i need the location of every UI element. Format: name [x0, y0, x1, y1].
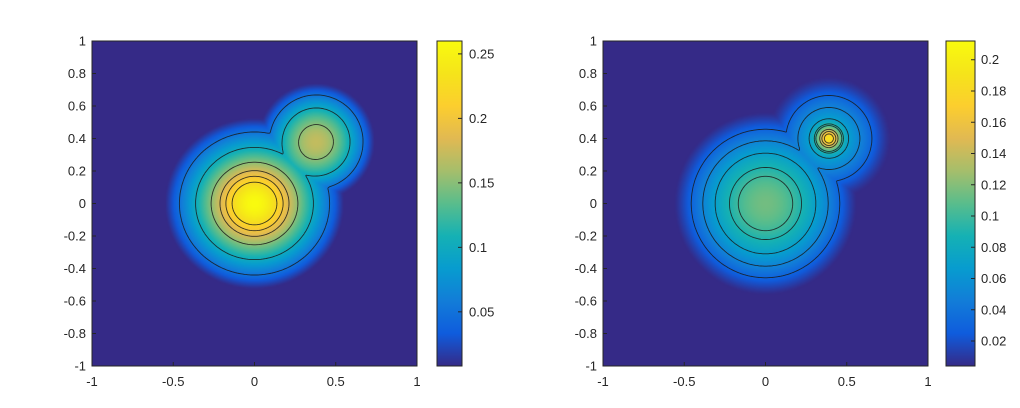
y-axis-left: 1 0.8 0.6 0.4 0.2 0 -0.2 -0.4 -0.6 -0.8 …: [64, 34, 86, 374]
x-tick-label: 0: [251, 374, 258, 389]
y-tick-label: -0.2: [64, 229, 86, 244]
x-tick-label: 0: [762, 374, 769, 389]
y-tick-label: 0.4: [579, 131, 597, 146]
colorbar-fill-right: [946, 41, 975, 366]
contour-line: [178, 94, 364, 276]
y-tick-label: -0.6: [575, 294, 597, 309]
colorbar-tick-label: 0.18: [981, 84, 1006, 99]
y-tick-label: 1: [590, 34, 597, 49]
contour-line: [819, 128, 839, 149]
contour-line: [737, 125, 843, 232]
heatmap-right: [603, 41, 928, 366]
x-tick-label: 0.5: [327, 374, 345, 389]
y-tick-label: -1: [74, 359, 86, 374]
colorbar-tick-label: 0.25: [469, 46, 494, 61]
y-tick-label: -0.8: [575, 326, 597, 341]
colorbar-tick-label: 0.16: [981, 115, 1006, 130]
heatmap-left: [92, 41, 417, 366]
contours-right: [690, 95, 873, 279]
colorbar-tick-label: 0.1: [981, 209, 999, 224]
contour-line: [195, 107, 351, 261]
colorbar-left: 0.05 0.1 0.15 0.2 0.25: [436, 40, 494, 367]
y-axis-right: 1 0.8 0.6 0.4 0.2 0 -0.2 -0.4 -0.6 -0.8 …: [575, 34, 597, 374]
x-tick-label: 1: [924, 374, 931, 389]
x-tick-label: 0.5: [838, 374, 856, 389]
y-tick-label: -0.8: [64, 326, 86, 341]
y-tick-label: 0.2: [68, 164, 86, 179]
colorbar-ticks-left: [458, 53, 462, 313]
x-axis-right: -1 -0.5 0 0.5 1: [597, 374, 931, 389]
contour-line: [219, 170, 290, 237]
colorbar-tick-label: 0.2: [981, 52, 999, 67]
y-tick-label: 0.8: [68, 66, 86, 81]
colorbar-tick-label: 0.08: [981, 240, 1006, 255]
y-tick-label: 0.6: [579, 99, 597, 114]
colorbar-tick-label: 0.06: [981, 271, 1006, 286]
contour-line: [823, 133, 834, 144]
contour-line: [821, 131, 837, 146]
y-tick-label: -0.6: [64, 294, 86, 309]
contours-left: [178, 94, 364, 276]
colorbar-right: 0.02 0.04 0.06 0.08 0.1 0.12 0.14 0.16 0…: [945, 40, 1006, 367]
colorbar-tick-label: 0.12: [981, 177, 1006, 192]
axis-ticks-left: [91, 40, 418, 367]
chart-right: -1 -0.5 0 0.5 1 1 0.8 0.6 0.4 0.2 0 -0.2…: [575, 34, 1007, 390]
y-tick-label: 0: [590, 196, 597, 211]
contour-line: [210, 124, 334, 246]
colorbar-ticks-right: [971, 59, 975, 342]
axis-ticks-right: [602, 40, 929, 367]
y-tick-label: 0.8: [579, 66, 597, 81]
colorbar-tick-label: 0.05: [469, 304, 494, 319]
y-tick-label: -0.2: [575, 229, 597, 244]
contour-line: [714, 118, 850, 255]
colorbar-frame-right: [945, 40, 976, 367]
colorbar-tick-label: 0.14: [981, 146, 1006, 161]
x-tick-label: 1: [413, 374, 420, 389]
contour-line: [729, 123, 844, 240]
contour-line: [231, 181, 278, 226]
colorbar-tick-label: 0.15: [469, 175, 494, 190]
y-tick-label: 0.2: [579, 164, 597, 179]
y-tick-label: -0.4: [575, 261, 597, 276]
y-tick-label: 1: [79, 34, 86, 49]
contour-line: [702, 107, 861, 267]
colorbar-tick-label: 0.04: [981, 302, 1006, 317]
x-tick-label: -1: [597, 374, 609, 389]
y-tick-label: 0.6: [68, 99, 86, 114]
y-tick-label: 0.4: [68, 131, 86, 146]
x-tick-label: -1: [86, 374, 98, 389]
colorbar-fill-left: [437, 41, 462, 366]
x-tick-label: -0.5: [673, 374, 695, 389]
y-tick-label: -0.4: [64, 261, 86, 276]
contour-line: [690, 95, 873, 279]
colorbar-tick-label: 0.1: [469, 240, 487, 255]
colorbar-frame-left: [436, 40, 463, 367]
contour-line: [225, 175, 284, 232]
x-tick-label: -0.5: [162, 374, 184, 389]
y-tick-label: -1: [585, 359, 597, 374]
colorbar-tick-label: 0.02: [981, 334, 1006, 349]
x-axis-left: -1 -0.5 0 0.5 1: [86, 374, 420, 389]
y-tick-label: 0: [79, 196, 86, 211]
colorbar-tick-label: 0.2: [469, 111, 487, 126]
chart-left: -1 -0.5 0 0.5 1 1 0.8 0.6 0.4 0.2 0 -0.2…: [64, 34, 495, 390]
